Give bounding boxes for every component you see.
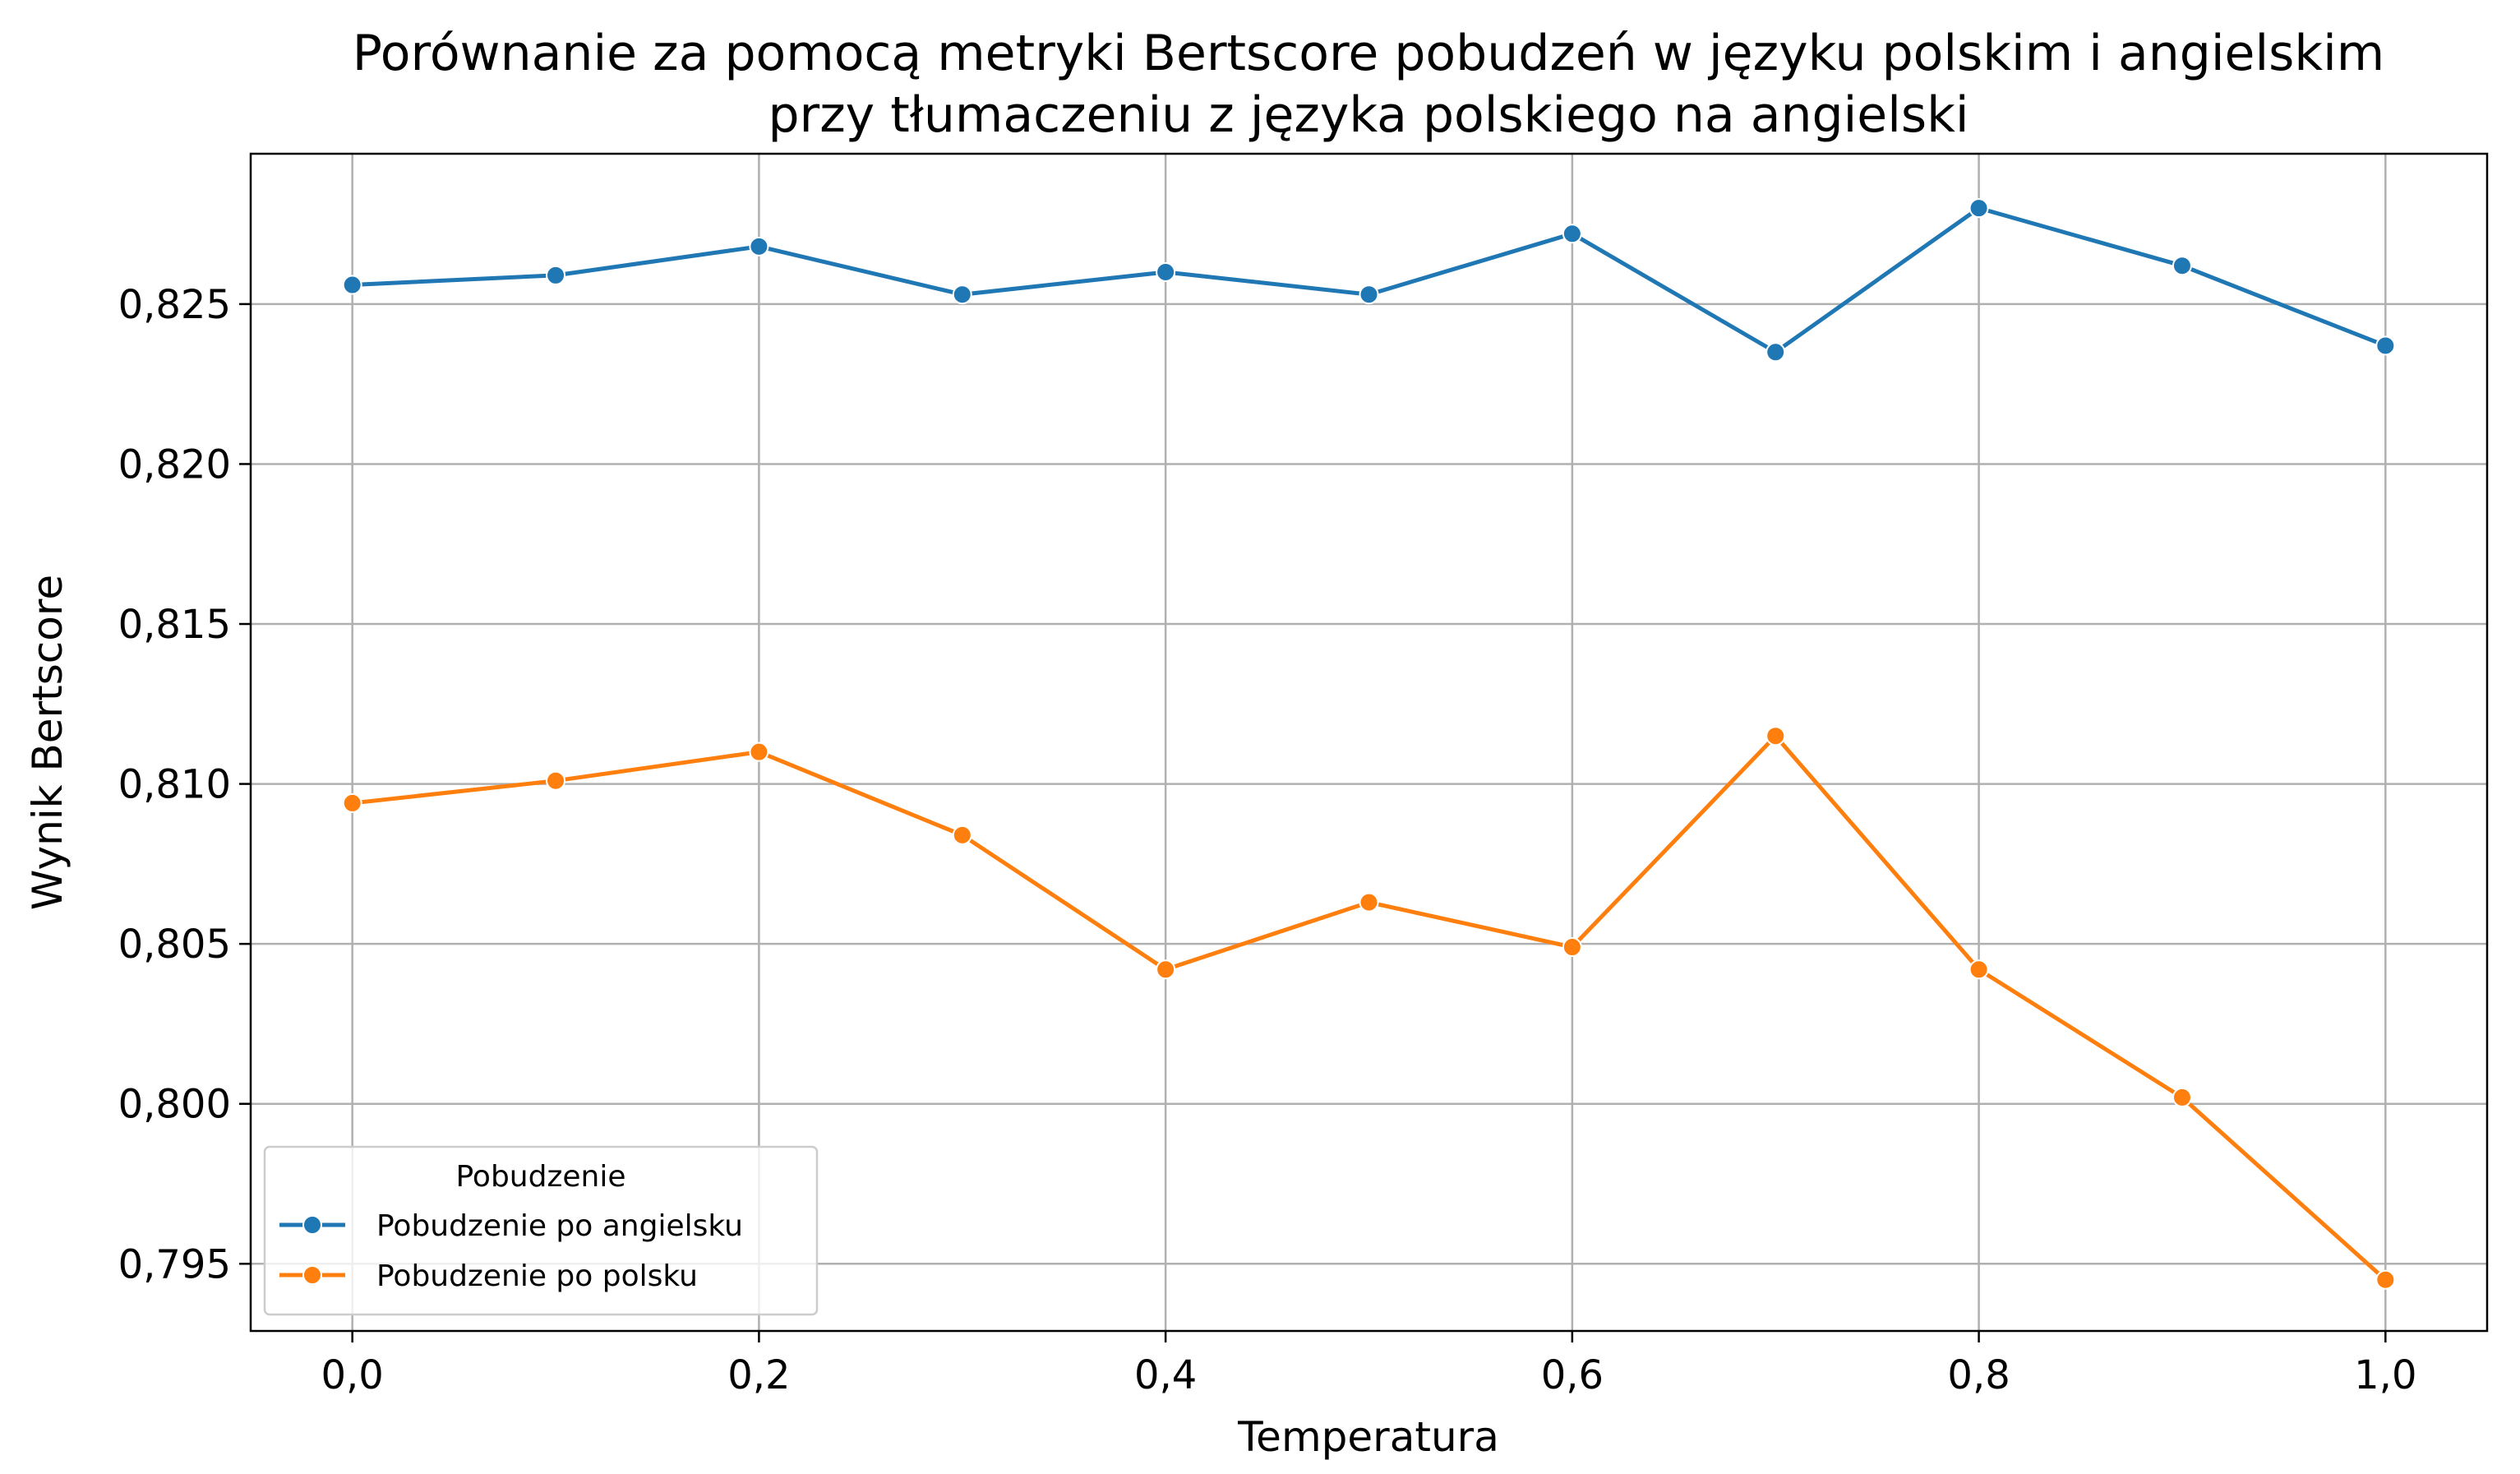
data-point [546, 265, 566, 285]
series-2 [342, 726, 2396, 1290]
x-tick-label: 0,8 [1947, 1352, 2010, 1398]
x-tick-label: 0,2 [727, 1352, 790, 1398]
data-point [1562, 224, 1582, 244]
data-point [749, 236, 769, 256]
legend-label: Pobudzenie po angielsku [376, 1209, 743, 1243]
data-point [952, 284, 972, 305]
data-point [2375, 335, 2396, 356]
y-tick-label: 0,825 [118, 282, 231, 328]
data-point [1968, 198, 1989, 219]
data-point [749, 742, 769, 762]
legend-entry: Pobudzenie po angielsku [279, 1209, 743, 1243]
x-tick-label: 0,0 [321, 1352, 384, 1398]
y-tick-label: 0,795 [118, 1241, 231, 1287]
data-point [1156, 261, 1176, 282]
data-point [546, 770, 566, 791]
y-tick-label: 0,820 [118, 441, 231, 487]
series-lines [342, 198, 2396, 1290]
data-point [1359, 284, 1379, 305]
data-point [2375, 1269, 2396, 1290]
legend: Pobudzenie Pobudzenie po angielskuPobudz… [263, 1145, 819, 1316]
data-point [1156, 959, 1176, 980]
y-tick-label: 0,800 [118, 1082, 231, 1128]
x-tick-label: 0,6 [1541, 1352, 1604, 1398]
legend-marker [302, 1265, 322, 1285]
grid-lines [251, 154, 2487, 1331]
data-point [1562, 937, 1582, 958]
x-tick-label: 0,4 [1134, 1352, 1197, 1398]
data-point [342, 792, 362, 813]
data-point [1765, 726, 1786, 746]
x-tick-label: 1,0 [2354, 1352, 2416, 1398]
series-1 [342, 198, 2396, 363]
legend-label: Pobudzenie po polsku [376, 1259, 698, 1293]
data-point [1968, 959, 1989, 980]
y-tick-label: 0,805 [118, 922, 231, 968]
data-point [342, 275, 362, 295]
legend-title: Pobudzenie [456, 1160, 626, 1194]
legend-entries: Pobudzenie po angielsku Pobudzenie po pol… [279, 1209, 743, 1293]
legend-box [263, 1145, 819, 1316]
data-point [1765, 342, 1786, 363]
y-tick-label: 0,810 [118, 762, 231, 808]
data-point [952, 825, 972, 845]
y-tick-label: 0,815 [118, 602, 231, 648]
chart-subtitle: przy tłumaczeniu z języka polskiego na a… [768, 86, 1968, 144]
chart-title: Porównanie za pomocą metryki Bertscore p… [353, 25, 2384, 82]
legend-entry: Pobudzenie po polsku [279, 1259, 698, 1293]
data-point [2172, 1087, 2192, 1107]
data-point [2172, 256, 2192, 276]
plot-frame [249, 152, 2489, 1333]
legend-marker [302, 1215, 322, 1235]
x-axis-label: Temperatura [1237, 1413, 1499, 1461]
axis-ticks: 0,0 0,2 0,4 0,6 0,8 1,0 0,795 0,800 0,805 0,810 0,… [118, 282, 2417, 1398]
y-axis-label: Wynik Bertscore [24, 575, 72, 910]
data-point [1359, 892, 1379, 913]
